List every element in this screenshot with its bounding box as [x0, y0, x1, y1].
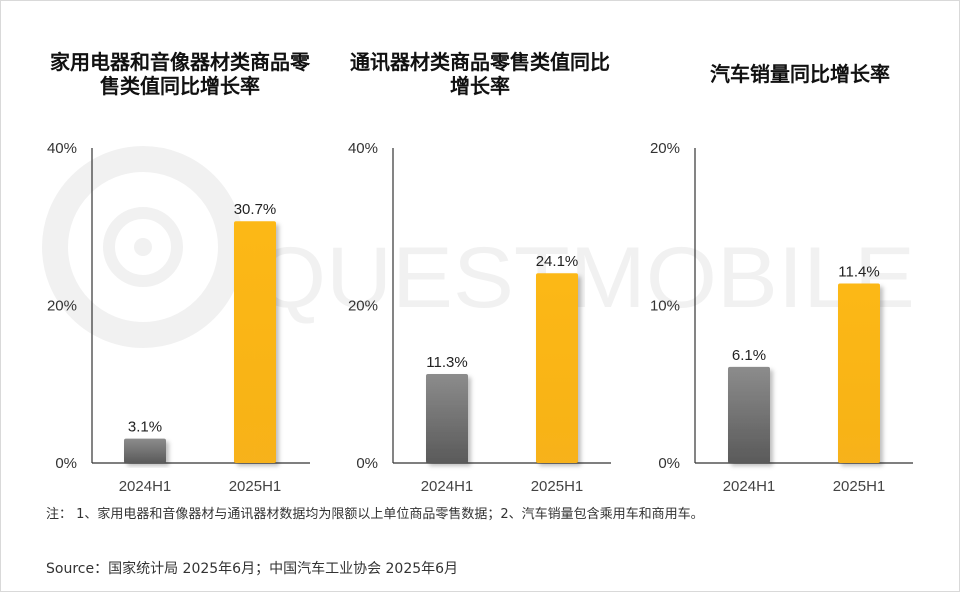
x-tick-label: 2025H1	[833, 478, 886, 495]
y-tick-label: 10%	[650, 298, 680, 315]
y-tick-label: 40%	[47, 140, 77, 157]
data-label: 30.7%	[234, 201, 277, 218]
watermark-logo-icon	[42, 146, 244, 348]
chart-2-title: 通讯器材类商品零售类值同比增长率	[350, 50, 610, 98]
data-label: 11.3%	[426, 354, 467, 371]
x-tick-label: 2025H1	[531, 478, 584, 495]
y-tick-label: 0%	[356, 455, 378, 472]
source-note: Source：国家统计局 2025年6月；中国汽车工业协会 2025年6月	[46, 561, 459, 577]
watermark-text: QUESTMOBILE	[255, 230, 915, 326]
y-tick-label: 0%	[55, 455, 77, 472]
bar-2025H1	[838, 283, 880, 463]
bar-2024H1	[426, 374, 468, 463]
bar-2025H1	[536, 273, 578, 463]
x-tick-label: 2024H1	[421, 478, 474, 495]
data-label: 24.1%	[536, 253, 579, 270]
y-tick-label: 20%	[348, 298, 378, 315]
y-tick-label: 20%	[650, 140, 680, 157]
data-label: 6.1%	[732, 347, 766, 364]
y-tick-label: 0%	[658, 455, 680, 472]
y-tick-label: 40%	[348, 140, 378, 157]
bar-2024H1	[124, 438, 166, 463]
bar-2024H1	[728, 366, 770, 463]
x-tick-label: 2024H1	[119, 478, 172, 495]
data-label: 3.1%	[128, 419, 162, 436]
data-label: 11.4%	[838, 263, 879, 280]
chart-3-title: 汽车销量同比增长率	[710, 62, 890, 86]
footnote: 注： 1、家用电器和音像器材与通讯器材数据均为限额以上单位商品零售数据；2、汽车…	[46, 507, 704, 522]
x-tick-label: 2025H1	[229, 478, 282, 495]
x-tick-label: 2024H1	[723, 478, 776, 495]
chart-1-title: 家用电器和音像器材类商品零售类值同比增长率	[50, 50, 310, 98]
bar-2025H1	[234, 221, 276, 463]
y-tick-label: 20%	[47, 298, 77, 315]
